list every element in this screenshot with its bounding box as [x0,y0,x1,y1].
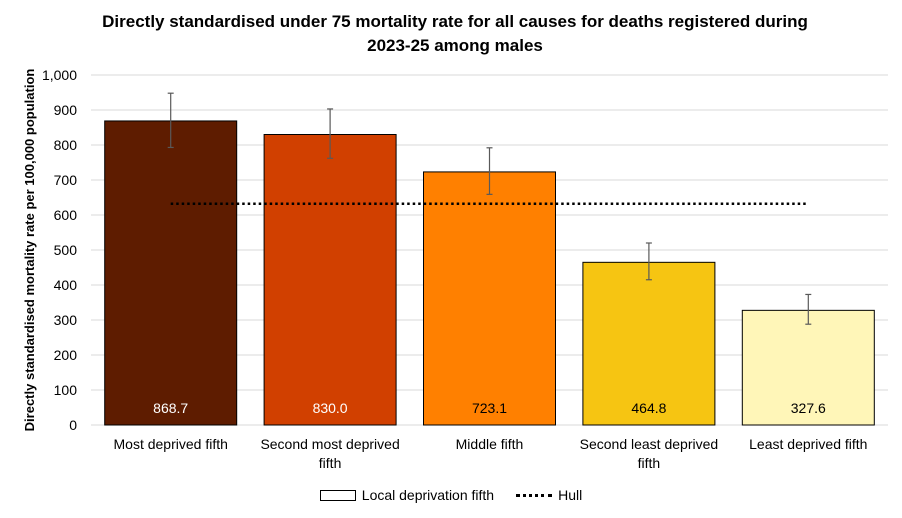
x-tick-label: fifth [638,455,661,471]
y-axis-title: Directly standardised mortality rate per… [22,69,37,432]
data-label: 723.1 [472,400,507,416]
legend-line-swatch [516,493,553,497]
bar [423,171,556,426]
bar [741,309,875,426]
y-tick-label: 100 [54,382,78,398]
legend-bar-label: Local deprivation fifth [361,487,495,503]
data-label: 830.0 [313,400,348,416]
y-tick-label: 0 [69,417,77,433]
y-tick-label: 1,000 [42,67,77,83]
x-tick-label: Middle fifth [456,436,524,452]
legend-item-line: Hull [516,487,582,503]
bar [582,261,716,426]
y-tick-label: 900 [54,102,78,118]
x-tick-label: Least deprived fifth [749,436,867,452]
data-label: 327.6 [791,400,826,416]
bar [263,134,397,426]
x-tick-label: Second least deprived [580,436,719,452]
y-tick-label: 200 [54,347,78,363]
chart-title-line-1: Directly standardised under 75 mortality… [102,12,808,31]
y-tick-label: 400 [54,277,78,293]
y-tick-label: 500 [54,242,78,258]
x-tick-label: Second most deprived [260,436,399,452]
data-label: 464.8 [631,400,666,416]
x-tick-label: Most deprived fifth [114,436,228,452]
y-tick-label: 800 [54,137,78,153]
y-tick-label: 300 [54,312,78,328]
x-tick-label: fifth [319,455,342,471]
chart-legend: Local deprivation fifth Hull [0,484,902,506]
legend-line-label: Hull [558,487,583,503]
chart-title-line-2: 2023-25 among males [367,36,543,55]
y-tick-label: 600 [54,207,78,223]
data-label: 868.7 [153,400,188,416]
bar [104,120,238,426]
y-tick-label: 700 [54,172,78,188]
legend-bar-swatch [319,489,356,501]
chart-title: Directly standardised under 75 mortality… [60,10,850,58]
legend-item-bars: Local deprivation fifth [319,487,495,503]
